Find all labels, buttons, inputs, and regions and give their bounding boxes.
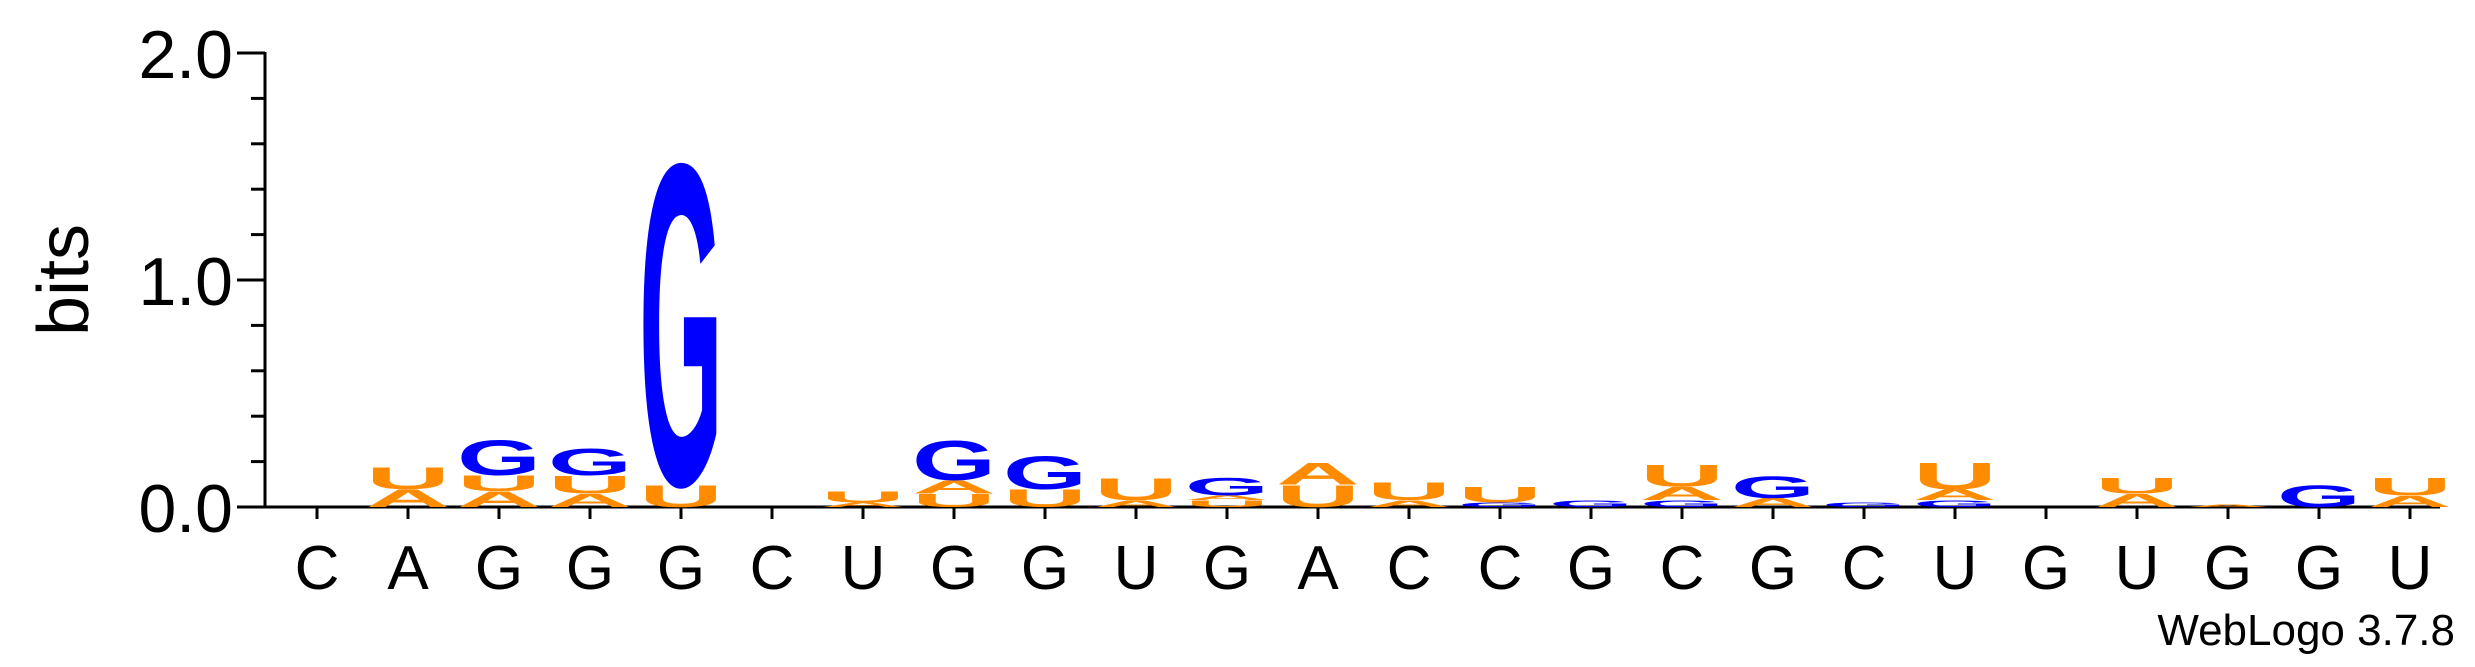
logo-letter: U: [1913, 455, 1997, 497]
logo-letter: U: [1458, 483, 1542, 508]
logo-letter: U: [1276, 479, 1360, 514]
logo-letter: U: [1367, 478, 1451, 506]
logo-letter: G: [1003, 446, 1087, 499]
logo-letter: G: [1731, 469, 1815, 504]
y-tick-label: 2.0: [138, 17, 233, 93]
x-tick-label: G: [475, 534, 523, 603]
logo-letter: G: [1913, 499, 1997, 510]
logo-letter: A: [1367, 499, 1451, 510]
x-tick-label: G: [930, 534, 978, 603]
x-tick-label: C: [1842, 534, 1887, 603]
x-tick-label: U: [841, 534, 886, 603]
x-tick-label: C: [1387, 534, 1432, 603]
logo-letter: U: [1003, 485, 1087, 513]
x-tick-label: G: [1749, 534, 1797, 603]
x-tick-label: G: [1567, 534, 1615, 603]
x-tick-label: C: [750, 534, 795, 603]
logo-letter: G: [1822, 501, 1906, 508]
logo-letter: A: [2186, 504, 2270, 508]
x-tick-label: U: [2115, 534, 2160, 603]
logo-letter: U: [1640, 458, 1724, 493]
logo-letter: A: [1640, 483, 1724, 504]
x-tick-label: G: [1203, 534, 1251, 603]
logo-letter: A: [1185, 495, 1269, 502]
x-tick-label: G: [566, 534, 614, 603]
x-tick-label: A: [387, 534, 429, 603]
logo-letter: A: [912, 477, 996, 498]
logo-letter: A: [821, 501, 905, 508]
logo-letter: A: [1913, 486, 1997, 504]
logo-letter: U: [366, 460, 450, 495]
x-tick-label: G: [2295, 534, 2343, 603]
x-tick-label: G: [657, 534, 705, 603]
y-tick-label: 1.0: [138, 244, 233, 320]
logo-letter: U: [1094, 472, 1178, 507]
logo-letter: A: [2095, 490, 2179, 511]
logo-letter: A: [548, 490, 632, 511]
x-tick-label: C: [295, 534, 340, 603]
x-tick-label: G: [1021, 534, 1069, 603]
logo-letter: G: [457, 429, 541, 486]
logo-letter: G: [912, 429, 996, 493]
x-tick-label: G: [2204, 534, 2252, 603]
credit: WebLogo 3.7.8: [2157, 606, 2455, 655]
logo-letter: U: [548, 471, 632, 499]
logo-letter: A: [457, 487, 541, 512]
x-tick-label: U: [1114, 534, 1159, 603]
logo-letter: U: [2095, 474, 2179, 499]
logo-letter: U: [639, 479, 723, 514]
logo-letter: G: [548, 442, 632, 484]
x-tick-label: U: [1933, 534, 1978, 603]
x-tick-label: A: [1297, 534, 1339, 603]
logo-letter: A: [366, 485, 450, 513]
x-tick-label: C: [1478, 534, 1523, 603]
logo-letter: U: [1185, 499, 1269, 510]
logo-letter: A: [2368, 493, 2452, 511]
logo-letter: G: [2277, 479, 2361, 514]
x-tick-label: U: [2388, 534, 2433, 603]
logo-letter: U: [457, 471, 541, 496]
logo-letter: G: [1549, 499, 1633, 510]
logo-letter: U: [2368, 473, 2452, 501]
logo-letter: G: [639, 67, 723, 582]
y-axis-label: bits: [24, 224, 104, 336]
y-tick-label: 0.0: [138, 471, 233, 547]
logo-letter: A: [1094, 499, 1178, 510]
logo-letter: G: [1458, 501, 1542, 508]
x-tick-label: C: [1660, 534, 1705, 603]
logo-letter: G: [1185, 473, 1269, 501]
logo-letter: U: [912, 490, 996, 511]
logo-letter: G: [1640, 499, 1724, 510]
x-tick-label: G: [2022, 534, 2070, 603]
logo-letter: A: [1276, 456, 1360, 491]
logo-letter: A: [1731, 496, 1815, 510]
logo-letter: U: [821, 488, 905, 506]
